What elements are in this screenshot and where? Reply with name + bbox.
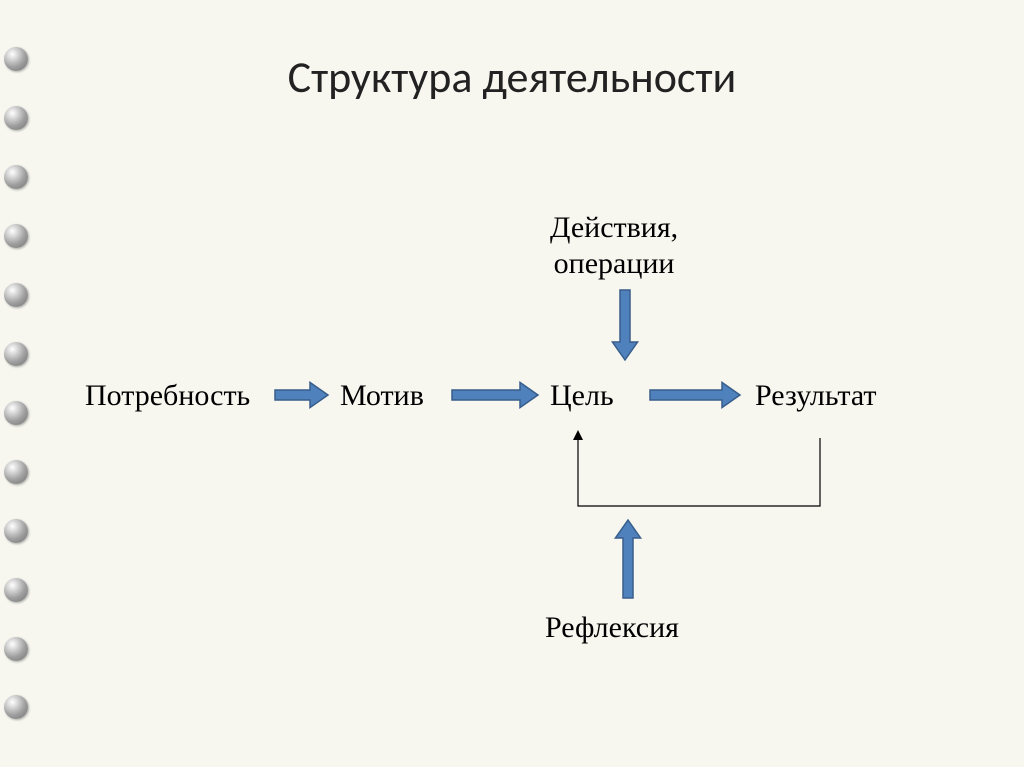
arrows-layer — [0, 0, 1024, 767]
